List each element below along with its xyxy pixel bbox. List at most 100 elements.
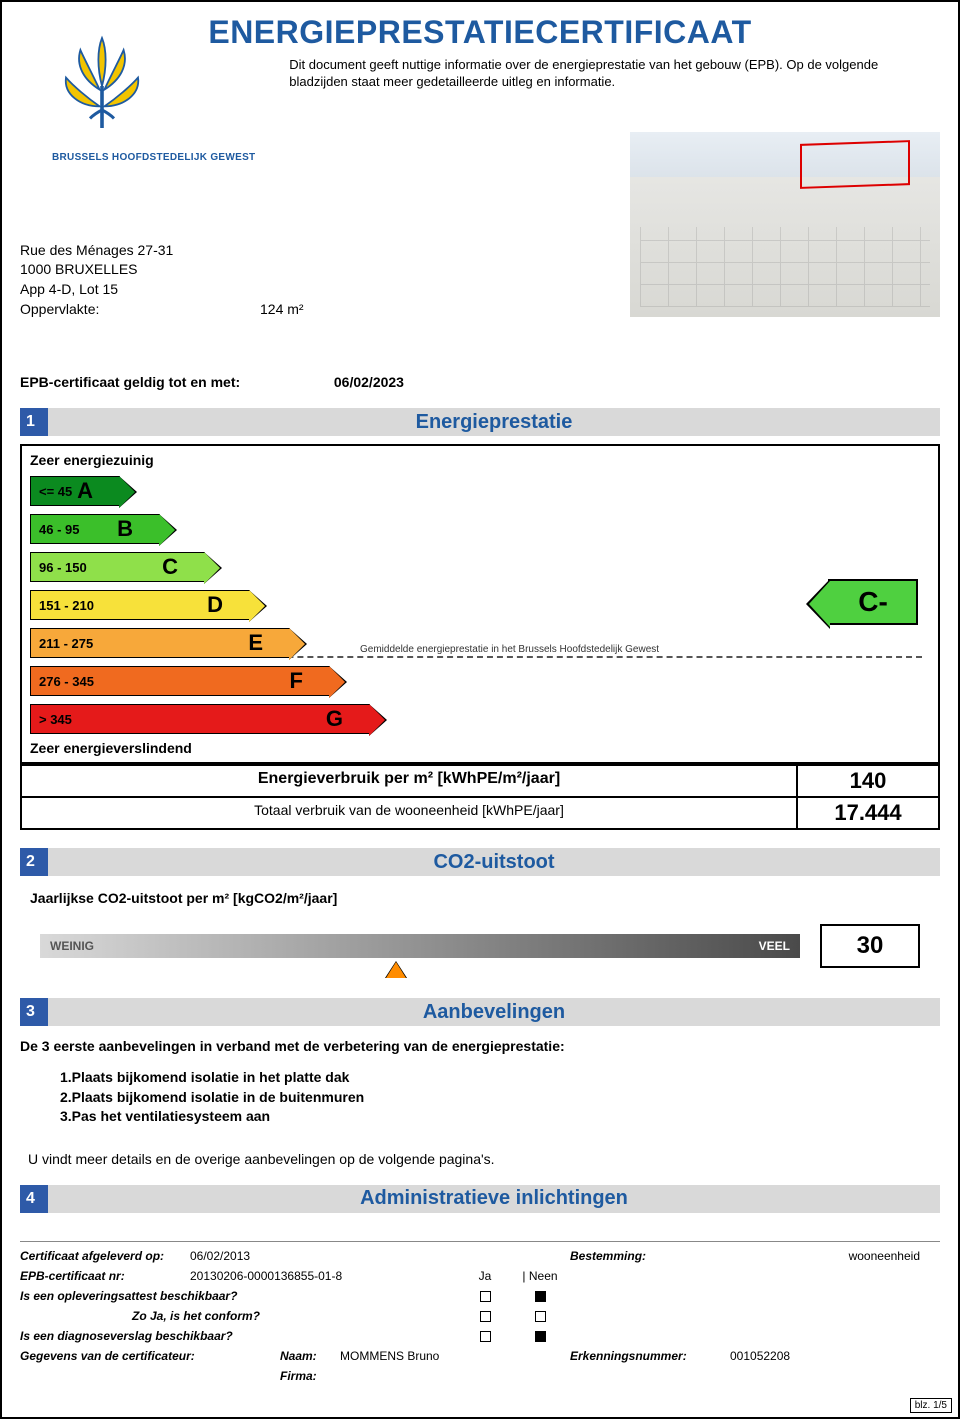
section2-num: 2 <box>20 848 48 876</box>
bestemming-value: wooneenheid <box>740 1249 940 1263</box>
rating-bar-range: 46 - 95 <box>39 522 79 537</box>
result-letter: C- <box>828 579 918 625</box>
subtitle-text: Dit document geeft nuttige informatie ov… <box>289 57 940 91</box>
section1-num: 1 <box>20 408 48 436</box>
rating-bar-row: > 345 G <box>30 702 930 736</box>
rating-bar-g: > 345 G <box>30 704 370 734</box>
rating-bar-row: <= 45 A <box>30 474 930 508</box>
validity-row: EPB-certificaat geldig tot en met: 06/02… <box>20 374 940 390</box>
rating-top-caption: Zeer energiezuinig <box>30 452 930 468</box>
erk-label: Erkenningsnummer: <box>570 1349 730 1363</box>
result-badge: C- <box>828 579 918 625</box>
rating-bar-letter: C <box>162 553 206 581</box>
rating-bar-d: 151 - 210 D <box>30 590 250 620</box>
certifier-label: Gegevens van de certificateur: <box>20 1349 280 1363</box>
co2-scale: WEINIG VEEL <box>40 934 800 958</box>
rating-bar-row: 151 - 210 D <box>30 588 930 622</box>
logo-area: BRUSSELS HOOFDSTEDELIJK GEWEST <box>42 20 322 163</box>
firma-label: Firma: <box>280 1369 340 1383</box>
rating-bar-c: 96 - 150 C <box>30 552 205 582</box>
rating-box: Zeer energiezuinig Gemiddelde energiepre… <box>20 444 940 764</box>
naam-value: MOMMENS Bruno <box>340 1349 570 1363</box>
co2-scale-left: WEINIG <box>50 939 94 953</box>
avg-text: Gemiddelde energieprestatie in het Bruss… <box>360 644 659 655</box>
bestemming-label: Bestemming: <box>570 1249 740 1263</box>
rec-item: 3.Pas het ventilatiesysteem aan <box>60 1107 940 1127</box>
rating-bar-e: 211 - 275 E <box>30 628 290 658</box>
building-photo <box>630 132 940 317</box>
section3-title: Aanbevelingen <box>48 1001 940 1024</box>
cons1-value: 140 <box>798 766 938 796</box>
rating-bar-row: 46 - 95 B <box>30 512 930 546</box>
q1b-ja-checkbox <box>480 1311 491 1322</box>
naam-label: Naam: <box>280 1349 340 1363</box>
rating-bar-row: 96 - 150 C <box>30 550 930 584</box>
rating-bar-range: 276 - 345 <box>39 674 94 689</box>
logo-caption: BRUSSELS HOOFDSTEDELIJK GEWEST <box>52 152 255 163</box>
q2-ja-checkbox <box>480 1331 491 1342</box>
rating-bars: Gemiddelde energieprestatie in het Bruss… <box>30 474 930 736</box>
page-number: blz. 1/5 <box>910 1398 952 1413</box>
q1-neen-checkbox <box>535 1291 546 1302</box>
rating-bar-range: > 345 <box>39 712 72 727</box>
rating-bar-a: <= 45 A <box>30 476 120 506</box>
q1-ja-checkbox <box>480 1291 491 1302</box>
section4-bar: 4 Administratieve inlichtingen <box>20 1185 940 1213</box>
neen-header: | Neen <box>510 1269 570 1283</box>
rating-bar-row: 276 - 345 F <box>30 664 930 698</box>
rating-bar-letter: A <box>77 477 121 505</box>
rating-bar-letter: G <box>326 705 371 733</box>
admin-block: Certificaat afgeleverd op: 06/02/2013 Be… <box>20 1241 940 1386</box>
cons1-label: Energieverbruik per m² [kWhPE/m²/jaar] <box>22 766 798 796</box>
cons2-label: Totaal verbruik van de wooneenheid [kWhP… <box>22 798 798 828</box>
rec-list: 1.Plaats bijkomend isolatie in het platt… <box>60 1068 940 1127</box>
section4-title: Administratieve inlichtingen <box>48 1187 940 1210</box>
delivered-value: 06/02/2013 <box>190 1249 460 1263</box>
co2-row: WEINIG VEEL 30 <box>20 924 940 968</box>
section3-bar: 3 Aanbevelingen <box>20 998 940 1026</box>
co2-label: Jaarlijkse CO2-uitstoot per m² [kgCO2/m²… <box>20 890 940 906</box>
ja-header: Ja <box>460 1269 510 1283</box>
section2-title: CO2-uitstoot <box>48 851 940 874</box>
surface-value: 124 m² <box>260 300 304 320</box>
q2-label: Is een diagnoseverslag beschikbaar? <box>20 1329 460 1343</box>
rating-bar-range: 151 - 210 <box>39 598 94 613</box>
delivered-label: Certificaat afgeleverd op: <box>20 1249 190 1263</box>
rating-bar-letter: E <box>248 629 291 657</box>
section2-bar: 2 CO2-uitstoot <box>20 848 940 876</box>
rating-bar-range: 96 - 150 <box>39 560 87 575</box>
rating-bar-range: <= 45 <box>39 484 72 499</box>
rec-item: 1.Plaats bijkomend isolatie in het platt… <box>60 1068 940 1088</box>
section1-title: Energieprestatie <box>48 411 940 434</box>
iris-logo-icon <box>42 20 162 140</box>
cons2-value: 17.444 <box>798 798 938 828</box>
section4-num: 4 <box>20 1185 48 1213</box>
rating-bar-letter: F <box>290 667 331 695</box>
q1b-label: Zo Ja, is het conform? <box>20 1309 460 1323</box>
certnr-value: 20130206-0000136855-01-8 <box>190 1269 460 1283</box>
rating-bottom-caption: Zeer energieverslindend <box>30 740 930 756</box>
rating-bar-letter: B <box>117 515 161 543</box>
consumption-table: Energieverbruik per m² [kWhPE/m²/jaar] 1… <box>20 764 940 830</box>
q1b-neen-checkbox <box>535 1311 546 1322</box>
rating-bar-range: 211 - 275 <box>39 636 93 651</box>
co2-marker-icon <box>386 962 406 978</box>
q1-label: Is een opleveringsattest beschikbaar? <box>20 1289 460 1303</box>
section1-bar: 1 Energieprestatie <box>20 408 940 436</box>
co2-scale-right: VEEL <box>759 939 790 953</box>
photo-highlight-box <box>800 140 910 189</box>
rec-item: 2.Plaats bijkomend isolatie in de buiten… <box>60 1088 940 1108</box>
section3-num: 3 <box>20 998 48 1026</box>
validity-label: EPB-certificaat geldig tot en met: <box>20 374 330 390</box>
erk-value: 001052208 <box>730 1349 790 1363</box>
surface-label: Oppervlakte: <box>20 300 260 320</box>
rating-bar-b: 46 - 95 B <box>30 514 160 544</box>
validity-value: 06/02/2023 <box>334 374 404 390</box>
certificate-page: ENERGIEPRESTATIECERTIFICAAT Dit document… <box>0 0 960 1419</box>
co2-value: 30 <box>820 924 920 968</box>
q2-neen-checkbox <box>535 1331 546 1342</box>
rating-bar-letter: D <box>207 591 251 619</box>
rec-intro: De 3 eerste aanbevelingen in verband met… <box>20 1038 940 1054</box>
certnr-label: EPB-certificaat nr: <box>20 1269 190 1283</box>
rec-more: U vindt meer details en de overige aanbe… <box>28 1151 940 1167</box>
